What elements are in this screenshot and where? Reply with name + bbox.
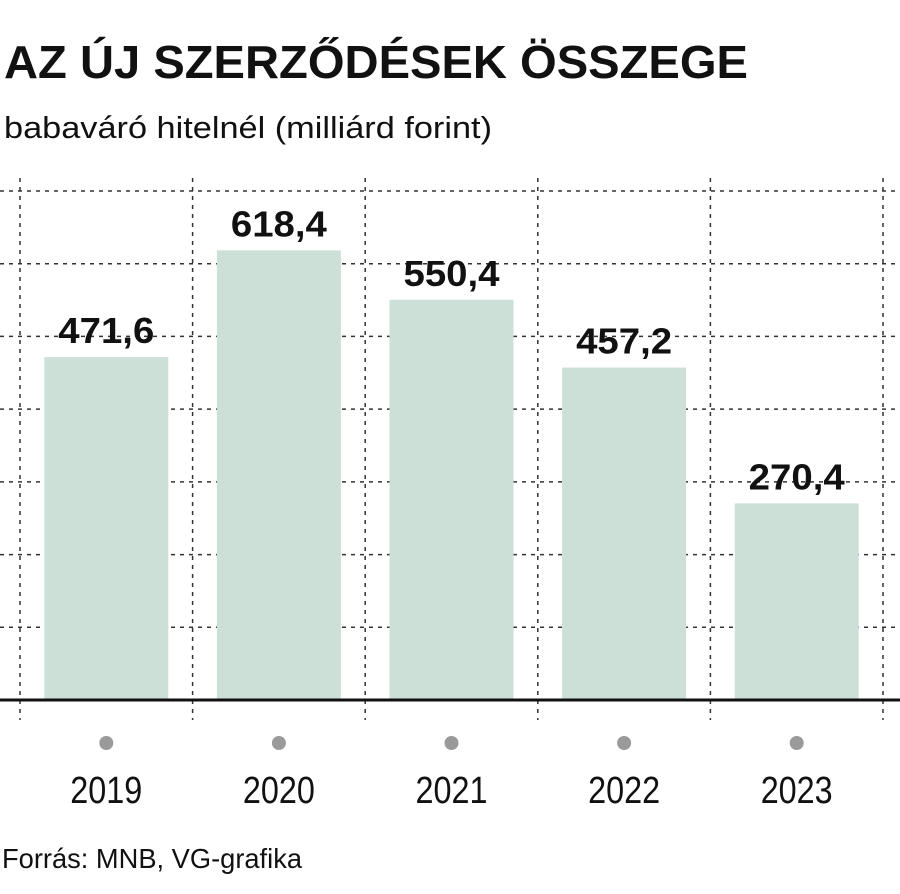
category-dot: [617, 736, 632, 750]
x-tick-label: 2022: [588, 770, 660, 812]
value-label: 550,4: [404, 253, 500, 294]
x-tick-label: 2023: [761, 770, 833, 812]
category-dot: [789, 736, 804, 750]
value-label: 270,4: [749, 456, 845, 497]
category-dot: [444, 736, 459, 750]
value-label: 457,2: [576, 321, 672, 362]
x-tick-label: 2019: [70, 770, 142, 812]
category-dot: [271, 736, 286, 750]
value-label: 471,6: [58, 310, 154, 351]
bar: [734, 503, 859, 700]
bar: [389, 299, 514, 700]
bar: [44, 357, 169, 700]
bar: [562, 367, 687, 700]
value-label: 618,4: [231, 203, 327, 244]
category-dot: [99, 736, 114, 750]
chart-subtitle: babaváró hitelnél (milliárd forint): [4, 110, 492, 145]
chart-title: AZ ÚJ SZERZŐDÉSEK ÖSSZEGE: [4, 36, 748, 88]
source-note: Forrás: MNB, VG-grafika: [2, 843, 302, 874]
x-tick-label: 2020: [243, 770, 315, 812]
x-tick-label: 2021: [416, 770, 488, 812]
bar: [216, 250, 341, 701]
